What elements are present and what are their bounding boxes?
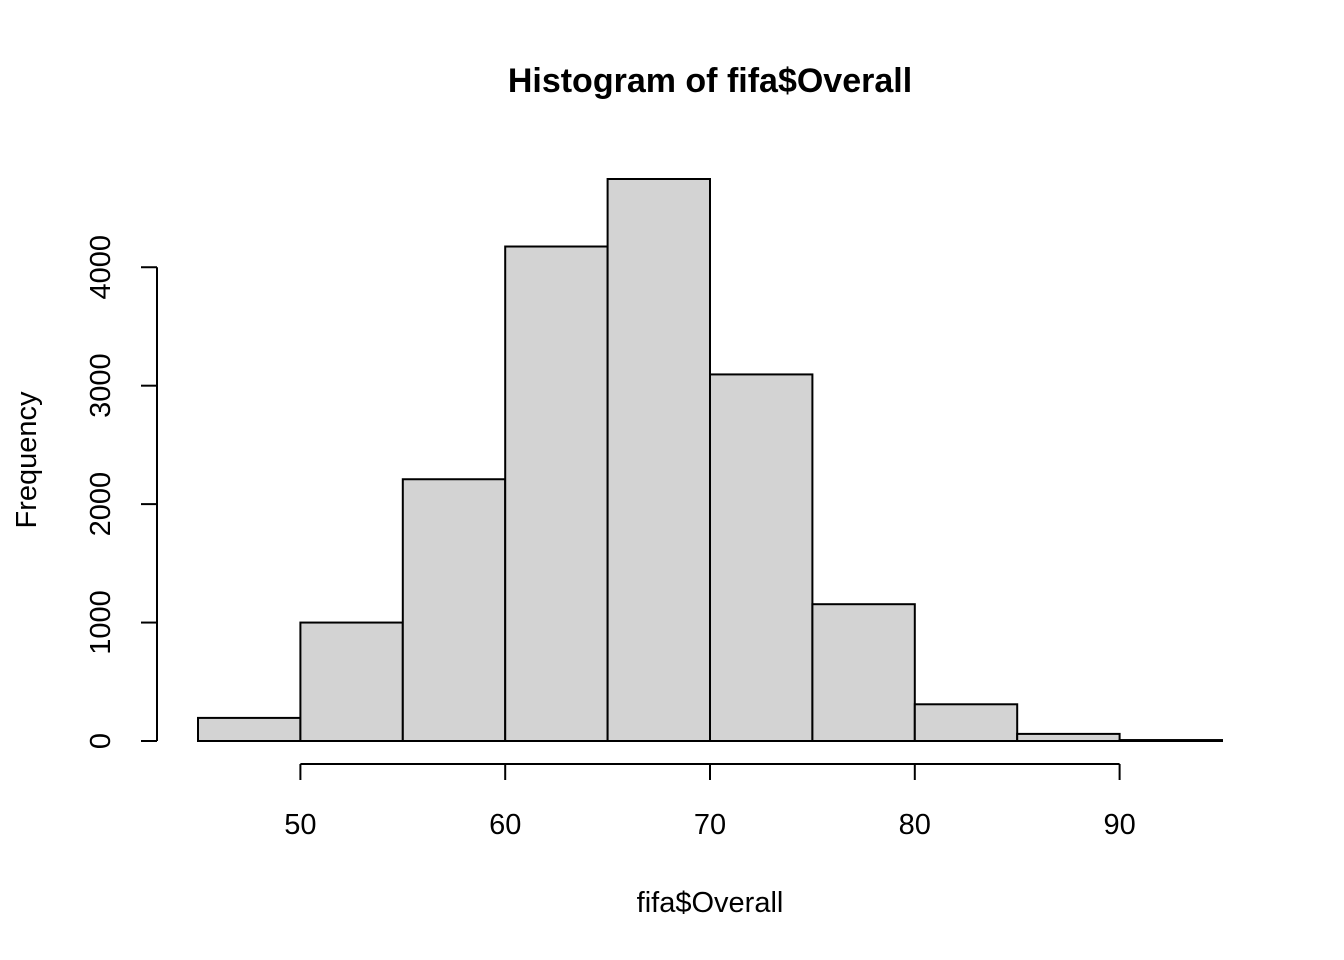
bars-group	[197, 178, 1223, 743]
histogram-bar-85-90	[1016, 732, 1121, 742]
y-tick-label-2000: 2000	[85, 472, 117, 537]
x-tick-label-60: 60	[489, 809, 521, 841]
histogram-bar-50-55	[299, 621, 404, 742]
histogram-bar-70-75	[709, 373, 814, 742]
y-tick-label-0: 0	[85, 733, 117, 749]
x-tick-label-70: 70	[694, 809, 726, 841]
histogram-bar-55-60	[401, 478, 507, 742]
x-tick-label-50: 50	[284, 809, 316, 841]
y-tick-label-4000: 4000	[85, 235, 117, 300]
histogram-bar-90-95	[1118, 739, 1223, 743]
histogram-bar-80-85	[913, 703, 1019, 742]
y-axis: 0 1000 2000 3000 4000	[85, 235, 158, 749]
histogram-bar-60-65	[504, 245, 609, 742]
x-axis-label: fifa$Overall	[637, 887, 784, 919]
x-axis: 50 60 70 80 90	[284, 763, 1136, 841]
y-tick-label-1000: 1000	[85, 590, 117, 655]
y-axis-label: Frequency	[11, 391, 43, 529]
histogram-bar-65-70	[606, 178, 711, 742]
y-tick-label-3000: 3000	[85, 353, 117, 418]
histogram-bar-45-50	[197, 716, 302, 743]
x-tick-label-90: 90	[1103, 809, 1135, 841]
histogram-bar-75-80	[811, 603, 916, 743]
x-tick-label-80: 80	[899, 809, 931, 841]
chart-title: Histogram of fifa$Overall	[508, 62, 912, 100]
